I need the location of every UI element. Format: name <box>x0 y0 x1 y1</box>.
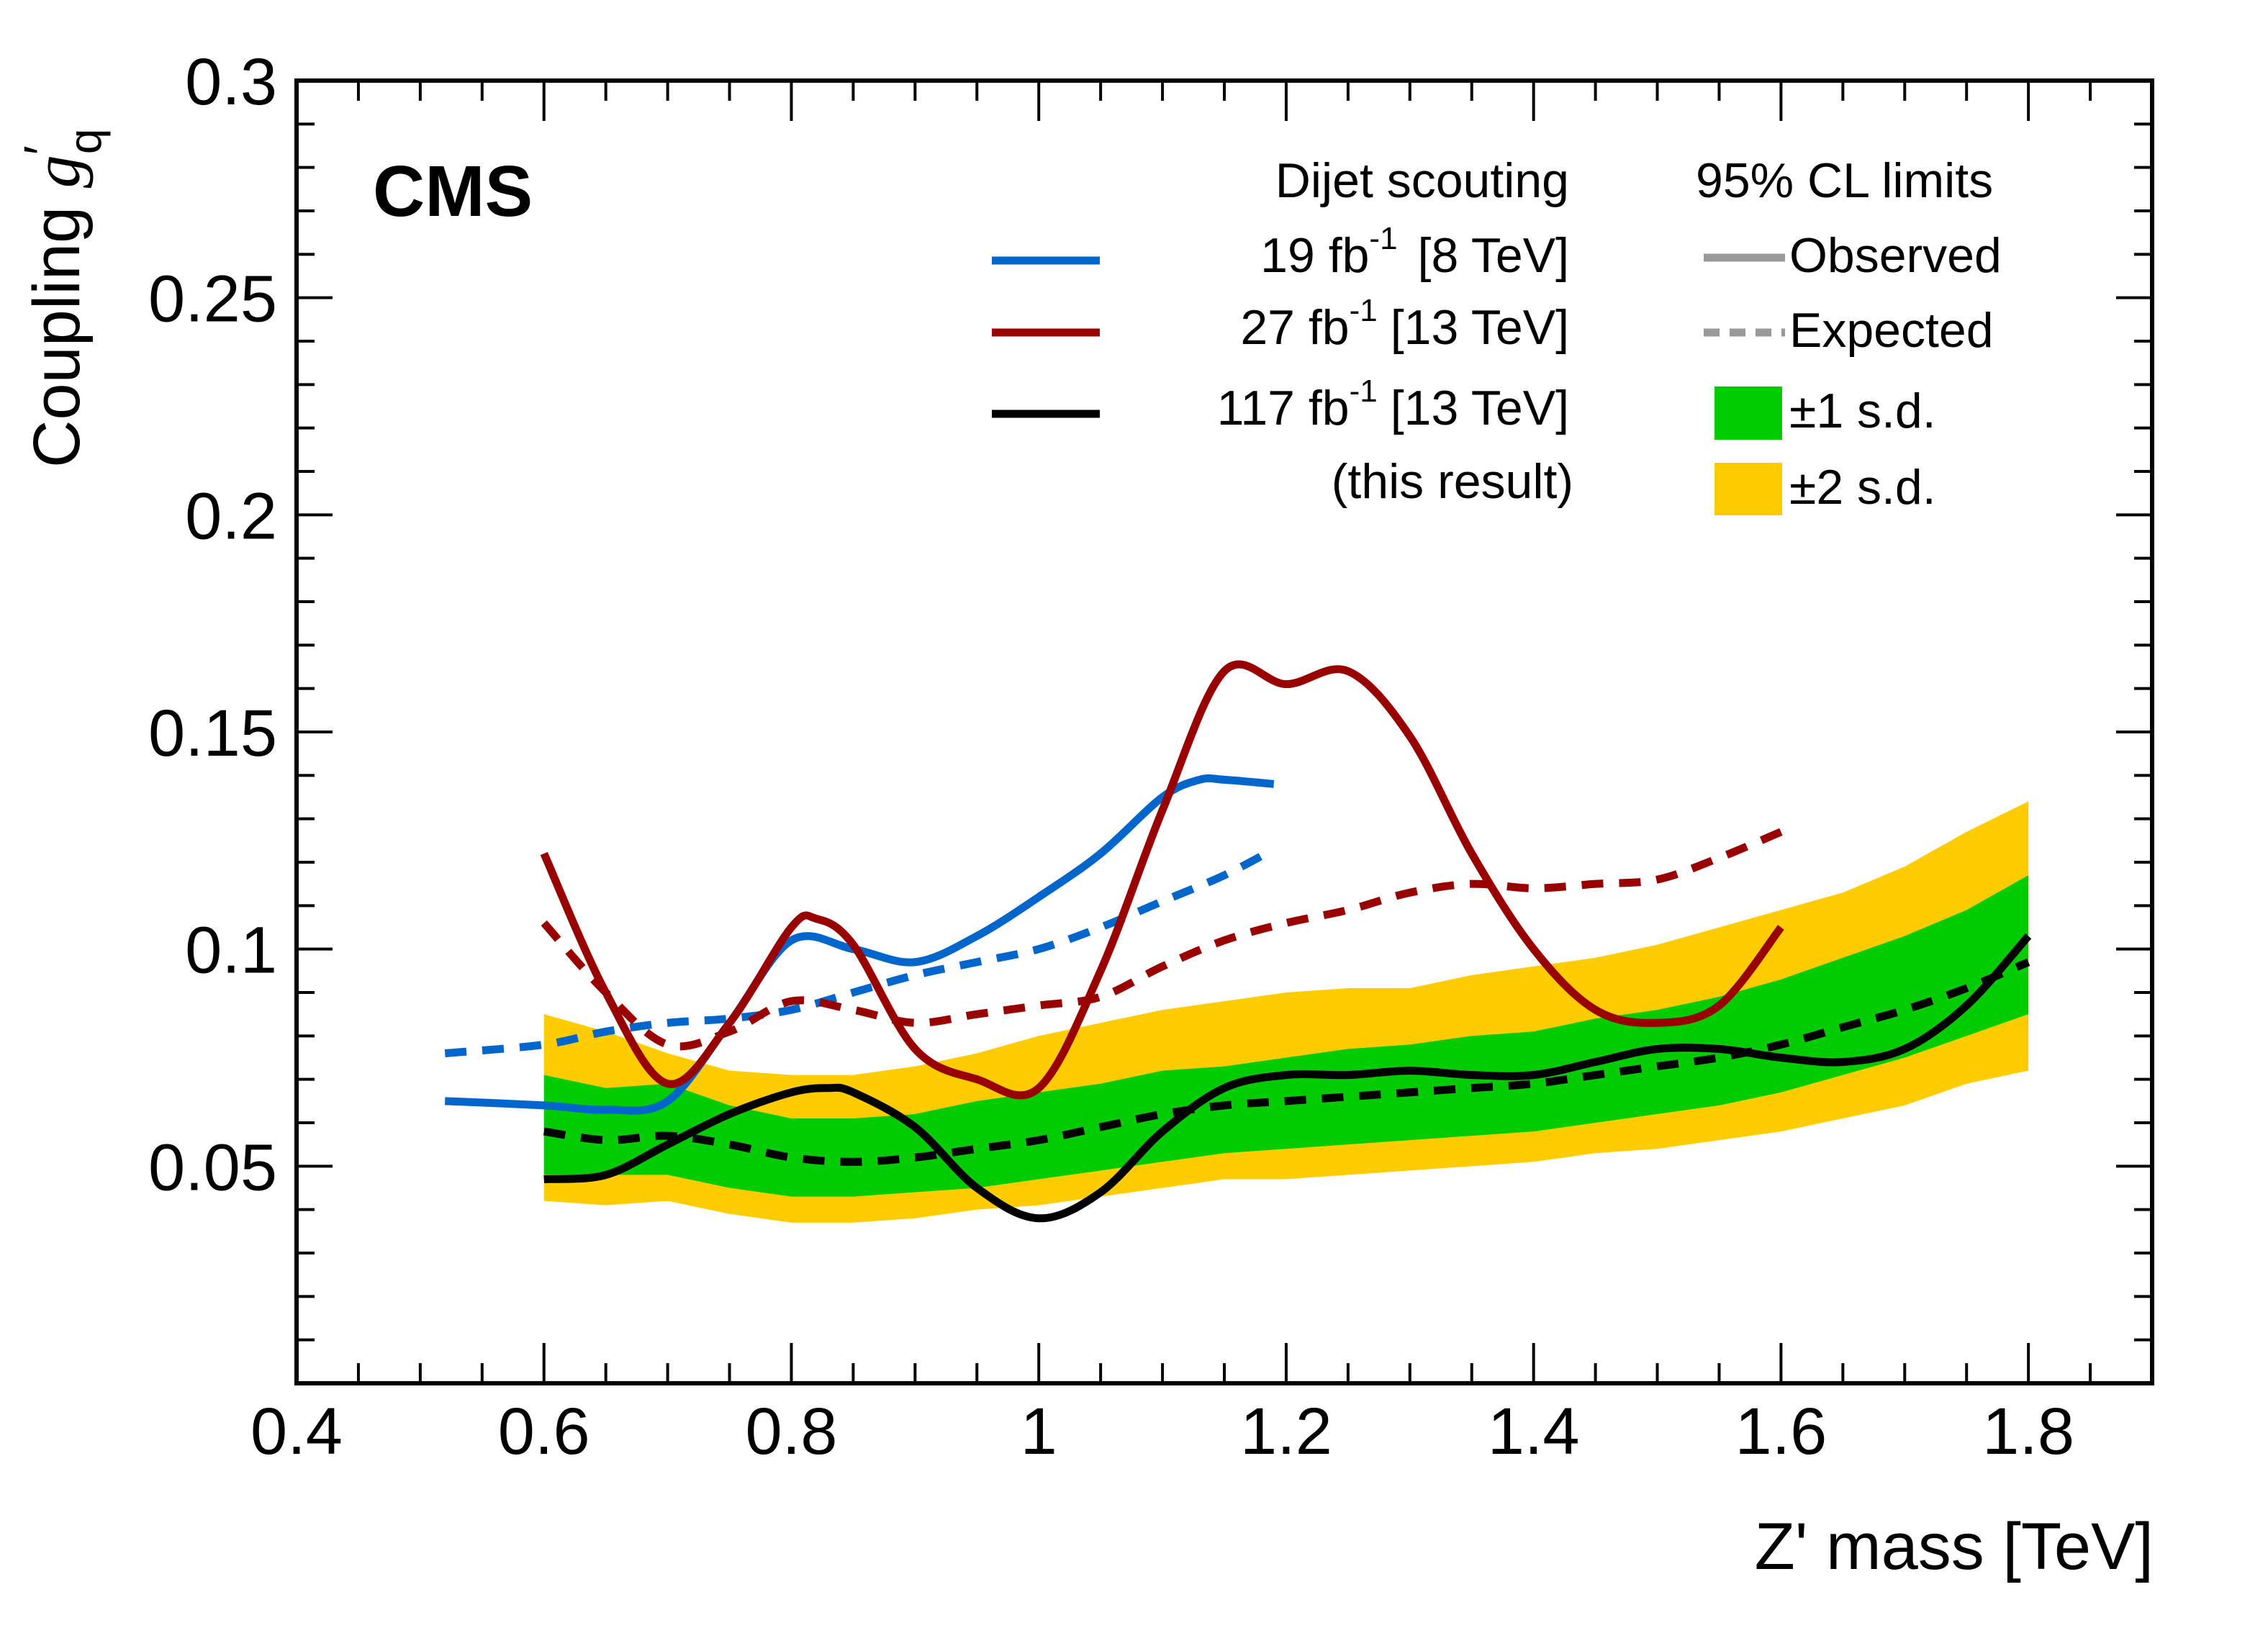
y-axis-title: Coupling g′q <box>14 129 111 468</box>
x-tick-label: 0.6 <box>498 1395 590 1468</box>
legend: Dijet scouting 95% CL limits 19 fb-1 [8 T… <box>992 153 2002 515</box>
y-axis-title-symbol: g <box>20 155 94 188</box>
series-19-fb-1-8-tev-expected <box>444 846 1276 1057</box>
svg-text:Coupling g′q: Coupling g′q <box>14 129 111 468</box>
legend-label-expected: Expected <box>1789 303 1994 358</box>
legend-swatch-1sd <box>1714 386 1782 440</box>
x-tick-label: 1.4 <box>1488 1395 1580 1468</box>
axis-tick-labels: 0.4 0.6 0.8 1 1.2 1.4 1.6 1.8 0.05 0.1 0.15 0.2 0.25… <box>148 45 2074 1468</box>
y-axis-title-subscript: q <box>59 129 111 155</box>
x-tick-label: 1.6 <box>1735 1395 1827 1468</box>
x-tick-label: 1 <box>1021 1395 1057 1468</box>
legend-swatch-2sd <box>1714 463 1782 515</box>
legend-header-datasets: Dijet scouting <box>1275 153 1569 208</box>
y-axis-title-main: Coupling <box>20 188 94 468</box>
band-1sd <box>543 875 2029 1197</box>
uncertainty-bands <box>543 801 2029 1223</box>
x-tick-label: 0.4 <box>250 1395 343 1468</box>
x-tick-label: 0.8 <box>746 1395 838 1468</box>
y-tick-label: 0.1 <box>185 914 277 987</box>
series-117-fb-1-13-tev-observed-this-result <box>543 933 2032 1223</box>
y-tick-label: 0.3 <box>185 45 277 119</box>
experiment-label: CMS <box>373 151 533 232</box>
legend-label-observed: Observed <box>1789 228 2002 283</box>
x-tick-label: 1.8 <box>1982 1395 2074 1468</box>
legend-note-this-result: (this result) <box>1332 454 1573 509</box>
series-27-fb-1-13-tev-expected <box>541 828 1783 1051</box>
axis-ticks <box>295 79 2154 1383</box>
legend-label-27fb: 27 fb-1 [13 TeV] <box>1240 293 1569 355</box>
legend-header-limits: 95% CL limits <box>1696 153 1993 208</box>
legend-label-19fb: 19 fb-1 [8 TeV] <box>1260 221 1569 283</box>
legend-label-1sd: ±1 s.d. <box>1789 384 1936 438</box>
x-tick-label: 1.2 <box>1240 1395 1332 1468</box>
legend-label-117fb: 117 fb-1 [13 TeV] <box>1217 374 1569 435</box>
limit-curves <box>444 660 2032 1223</box>
y-tick-label: 0.05 <box>148 1131 277 1204</box>
series-117-fb-1-13-tev-expected <box>543 958 2030 1166</box>
legend-label-2sd: ±2 s.d. <box>1789 460 1936 515</box>
y-tick-label: 0.15 <box>148 697 277 770</box>
y-axis-title-prime: ′ <box>14 145 70 155</box>
series-27-fb-1-13-tev-observed <box>540 660 1784 1100</box>
y-tick-label: 0.25 <box>148 263 277 336</box>
y-tick-label: 0.2 <box>185 479 277 553</box>
x-axis-title: Z' mass [TeV] <box>1755 1510 2154 1583</box>
